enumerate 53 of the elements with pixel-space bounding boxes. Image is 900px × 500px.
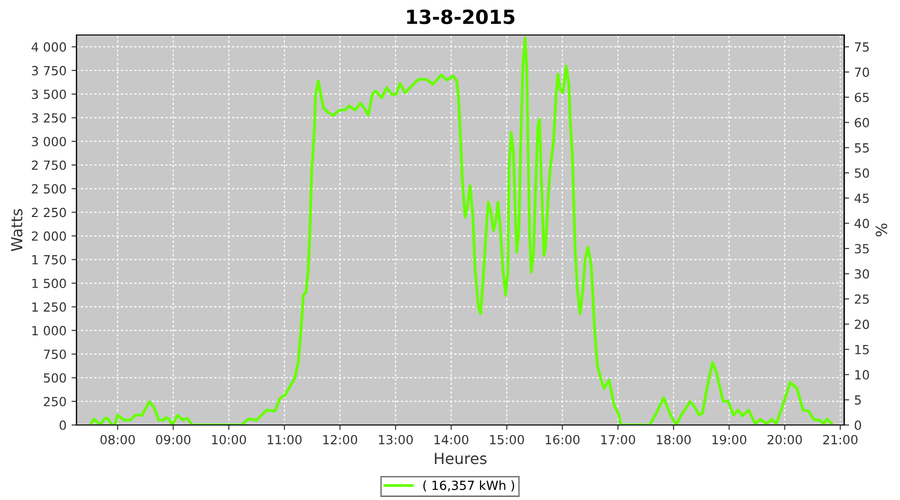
y2-tick-label: 45: [854, 194, 869, 204]
y-tick-label: 2 750: [32, 160, 66, 170]
y-tick-label: 1 750: [32, 255, 66, 264]
y2-tick-label: 0: [854, 420, 862, 430]
y-tick-label: 2 500: [32, 184, 66, 194]
x-tick-label: 12:00: [323, 434, 358, 444]
chart-title: 13-8-2015: [407, 9, 514, 24]
y2-tick-label: 50: [854, 168, 869, 178]
x-tick-label: 13:00: [378, 434, 413, 444]
y-tick-label: 2 250: [32, 208, 66, 218]
y-tick-label: 2 000: [32, 231, 66, 241]
y-tick-label: 1 500: [32, 278, 66, 288]
x-tick-label: 19:00: [712, 434, 746, 444]
x-tick-label: 09:00: [156, 434, 190, 444]
y-tick-label: 1 000: [32, 326, 66, 336]
y2-tick-label: 60: [854, 118, 869, 128]
y2-tick-label: 40: [854, 218, 869, 228]
y-tick-label: 3 750: [32, 66, 66, 76]
y2-tick-label: 20: [854, 320, 869, 330]
y-tick-label: 3 250: [32, 113, 66, 123]
y2-tick-label: 70: [854, 67, 869, 77]
x-tick-label: 16:00: [546, 434, 580, 444]
x-tick-label: 21:00: [823, 434, 858, 444]
x-tick-label: 08:00: [100, 434, 135, 444]
y-tick-label: 4 000: [32, 42, 66, 52]
line-series: [89, 36, 833, 425]
y2-tick-label: 15: [855, 344, 869, 354]
y-tick-label: 750: [44, 350, 66, 360]
y2-tick-label: 35: [854, 244, 869, 254]
y-tick-label: 0: [60, 420, 66, 430]
y-tick-label: 250: [44, 396, 66, 406]
y2-tick-label: 10: [855, 370, 869, 380]
x-tick-label: 18:00: [656, 434, 691, 444]
x-tick-label: 10:00: [212, 434, 246, 444]
x-tick-label: 11:00: [268, 434, 302, 444]
y2-tick-label: 65: [854, 92, 869, 102]
x-tick-label: 20:00: [768, 434, 802, 444]
legend-label: ( 16,357 kWh ): [423, 480, 514, 492]
y-axis-title: Watts: [11, 209, 22, 252]
y-tick-label: 500: [44, 373, 66, 383]
y2-tick-label: 25: [854, 294, 869, 304]
y2-tick-label: 55: [854, 143, 869, 153]
y2-tick-label: 5: [854, 395, 861, 405]
x-tick-label: 14:00: [434, 434, 468, 444]
x-axis-title: Heures: [434, 452, 487, 464]
y2-tick-label: 30: [854, 269, 869, 279]
y-tick-label: 3 000: [32, 136, 66, 146]
y2-axis-title: %: [876, 224, 888, 236]
x-tick-label: 17:00: [601, 434, 636, 444]
y2-tick-label: 75: [854, 42, 869, 52]
y-tick-label: 3 500: [32, 90, 66, 100]
y-tick-label: 1 250: [32, 302, 66, 312]
x-tick-label: 15:00: [490, 434, 524, 444]
